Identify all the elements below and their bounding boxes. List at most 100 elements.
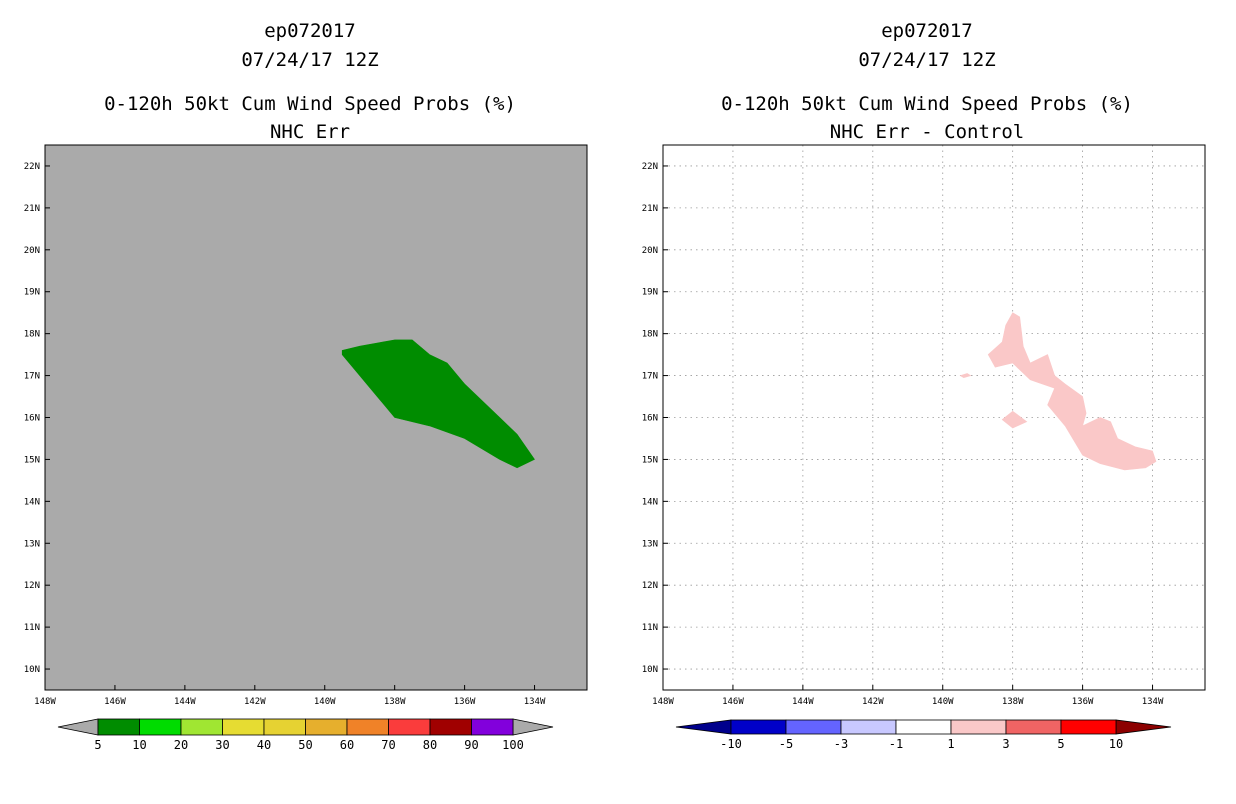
left-x-tick-label: 134W bbox=[524, 697, 546, 707]
right-x-tick-label: 148W bbox=[652, 697, 674, 707]
right-region-0 bbox=[987, 312, 1157, 471]
left-panel: ep072017 07/24/17 12Z 0-120h 50kt Cum Wi… bbox=[24, 20, 588, 752]
left-colorbar-swatch bbox=[305, 718, 348, 736]
left-y-tick-label: 18N bbox=[24, 330, 40, 340]
right-x-tick-label: 144W bbox=[792, 697, 814, 707]
right-axis-ticks: 148W 146W 144W 142W 140W 138W 136W 134W 10N 11N 12… bbox=[642, 162, 1164, 707]
right-region-1 bbox=[959, 373, 972, 379]
left-y-tick-label: 16N bbox=[24, 414, 40, 424]
left-x-tick-label: 140W bbox=[314, 697, 336, 707]
left-colorbar-swatch bbox=[429, 718, 472, 736]
right-x-tick-label: 134W bbox=[1142, 697, 1164, 707]
right-y-tick-label: 13N bbox=[642, 539, 658, 549]
left-x-tick-label: 136W bbox=[454, 697, 476, 707]
left-colorbar-swatch bbox=[139, 718, 182, 736]
right-colorbar-label: 3 bbox=[1002, 737, 1009, 751]
right-y-tick-label: 22N bbox=[642, 162, 658, 172]
left-x-tick-label: 148W bbox=[34, 697, 56, 707]
left-colorbar-label: 50 bbox=[298, 738, 312, 752]
left-regions bbox=[341, 339, 535, 469]
left-colorbar-label: 70 bbox=[381, 738, 395, 752]
left-colorbar-label: 20 bbox=[174, 738, 188, 752]
left-x-tick-label: 138W bbox=[384, 697, 406, 707]
left-y-tick-label: 14N bbox=[24, 497, 40, 507]
right-colorbar-label: -5 bbox=[779, 737, 793, 751]
right-colorbar-high-arrow bbox=[1115, 719, 1172, 735]
right-y-tick-label: 10N bbox=[642, 665, 658, 675]
right-x-tick-label: 140W bbox=[932, 697, 954, 707]
right-y-tick-label: 14N bbox=[642, 497, 658, 507]
left-colorbar-label: 100 bbox=[502, 738, 524, 752]
left-y-tick-label: 17N bbox=[24, 372, 40, 382]
left-colorbar-label: 90 bbox=[464, 738, 478, 752]
left-y-tick-label: 22N bbox=[24, 162, 40, 172]
right-y-tick-label: 17N bbox=[642, 372, 658, 382]
left-colorbar-label: 40 bbox=[257, 738, 271, 752]
left-colorbar-swatch bbox=[471, 718, 514, 736]
right-colorbar: -10 -5 -3 -1 1 3 5 10 bbox=[675, 719, 1172, 751]
left-colorbar-label: 30 bbox=[215, 738, 229, 752]
right-colorbar-swatch bbox=[895, 719, 952, 735]
right-x-tick-label: 136W bbox=[1072, 697, 1094, 707]
right-colorbar-swatch bbox=[950, 719, 1007, 735]
right-plot-frame bbox=[662, 144, 1206, 691]
left-colorbar-swatch bbox=[97, 718, 140, 736]
left-x-tick-label: 144W bbox=[174, 697, 196, 707]
left-title-product: 0-120h 50kt Cum Wind Speed Probs (%) bbox=[104, 93, 516, 115]
right-y-tick-label: 15N bbox=[642, 455, 658, 465]
left-colorbar: 5 10 20 30 40 50 60 70 80 90 100 bbox=[57, 718, 554, 752]
right-colorbar-label: -3 bbox=[834, 737, 848, 751]
right-x-tick-label: 142W bbox=[862, 697, 884, 707]
left-colorbar-swatch bbox=[346, 718, 389, 736]
right-y-tick-label: 16N bbox=[642, 414, 658, 424]
right-y-tick-label: 21N bbox=[642, 204, 658, 214]
right-colorbar-label: 5 bbox=[1057, 737, 1064, 751]
left-plot-frame bbox=[44, 144, 588, 691]
left-plot-area bbox=[44, 144, 588, 691]
right-y-tick-label: 12N bbox=[642, 581, 658, 591]
left-colorbar-label: 60 bbox=[340, 738, 354, 752]
left-colorbar-swatch bbox=[180, 718, 223, 736]
left-x-tick-label: 146W bbox=[104, 697, 126, 707]
left-y-tick-label: 12N bbox=[24, 581, 40, 591]
right-colorbar-swatch bbox=[730, 719, 787, 735]
left-y-tick-label: 15N bbox=[24, 455, 40, 465]
left-title-subtitle: NHC Err bbox=[270, 121, 350, 143]
right-colorbar-low-arrow bbox=[675, 719, 732, 735]
right-title-subtitle: NHC Err - Control bbox=[830, 121, 1024, 143]
right-panel: ep072017 07/24/17 12Z 0-120h 50kt Cum Wi… bbox=[642, 20, 1206, 751]
left-y-tick-label: 19N bbox=[24, 288, 40, 298]
right-colorbar-swatch bbox=[785, 719, 842, 735]
right-title-storm: ep072017 bbox=[881, 20, 973, 42]
right-colorbar-label: 10 bbox=[1109, 737, 1123, 751]
right-title-product: 0-120h 50kt Cum Wind Speed Probs (%) bbox=[721, 93, 1133, 115]
left-y-tick-label: 21N bbox=[24, 204, 40, 214]
right-x-tick-label: 138W bbox=[1002, 697, 1024, 707]
left-y-tick-label: 10N bbox=[24, 665, 40, 675]
right-title-date: 07/24/17 12Z bbox=[858, 49, 995, 71]
right-y-tick-label: 11N bbox=[642, 623, 658, 633]
left-colorbar-low-arrow bbox=[57, 718, 99, 736]
right-y-tick-label: 18N bbox=[642, 330, 658, 340]
right-colorbar-swatch bbox=[1060, 719, 1117, 735]
right-x-tick-label: 146W bbox=[722, 697, 744, 707]
left-colorbar-swatch bbox=[263, 718, 306, 736]
right-colorbar-swatch bbox=[840, 719, 897, 735]
left-region-0 bbox=[341, 339, 535, 469]
left-colorbar-high-arrow bbox=[512, 718, 554, 736]
left-colorbar-label: 10 bbox=[132, 738, 146, 752]
left-y-tick-label: 13N bbox=[24, 539, 40, 549]
left-colorbar-swatch bbox=[388, 718, 431, 736]
left-y-tick-label: 11N bbox=[24, 623, 40, 633]
left-title-storm: ep072017 bbox=[264, 20, 356, 42]
left-colorbar-label: 5 bbox=[94, 738, 101, 752]
right-y-tick-label: 20N bbox=[642, 246, 658, 256]
right-y-tick-label: 19N bbox=[642, 288, 658, 298]
left-title-date: 07/24/17 12Z bbox=[241, 49, 378, 71]
left-colorbar-label: 80 bbox=[423, 738, 437, 752]
right-colorbar-swatch bbox=[1005, 719, 1062, 735]
right-colorbar-label: 1 bbox=[947, 737, 954, 751]
right-colorbar-label: -1 bbox=[889, 737, 903, 751]
left-y-tick-label: 20N bbox=[24, 246, 40, 256]
